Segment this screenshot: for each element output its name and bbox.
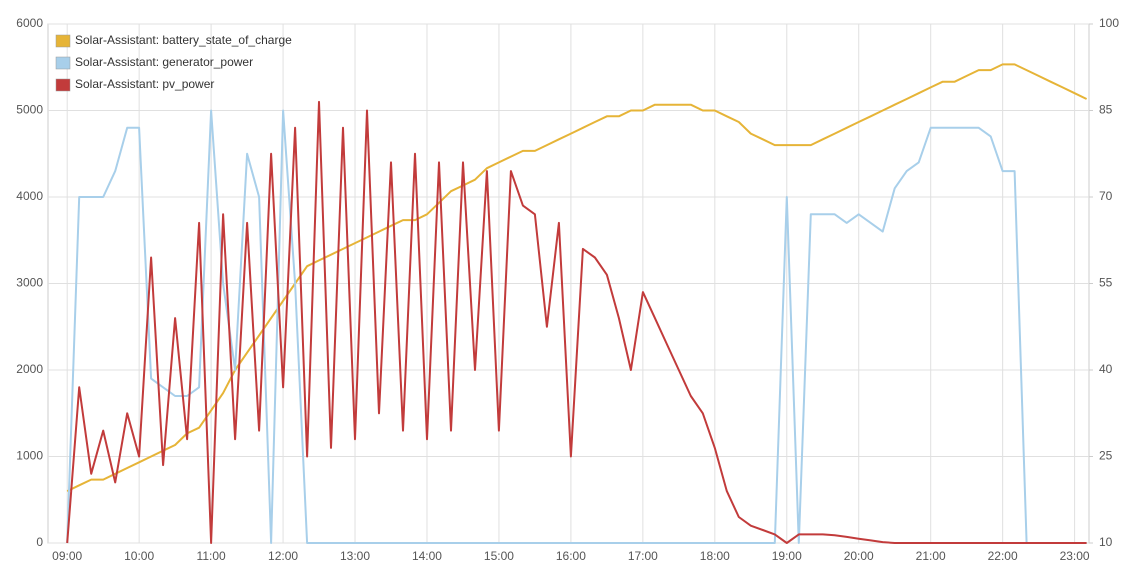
x-tick-label: 09:00 bbox=[52, 549, 82, 563]
legend-label: Solar-Assistant: battery_state_of_charge bbox=[75, 33, 292, 47]
legend: Solar-Assistant: battery_state_of_charge… bbox=[55, 33, 292, 92]
legend-swatch bbox=[55, 78, 71, 92]
x-tick-label: 14:00 bbox=[412, 549, 442, 563]
legend-label: Solar-Assistant: pv_power bbox=[75, 77, 214, 91]
x-tick-label: 22:00 bbox=[988, 549, 1018, 563]
x-tick-label: 15:00 bbox=[484, 549, 514, 563]
x-tick-label: 17:00 bbox=[628, 549, 658, 563]
series-line bbox=[66, 109, 1087, 544]
legend-label: Solar-Assistant: generator_power bbox=[75, 55, 253, 69]
x-tick-label: 12:00 bbox=[268, 549, 298, 563]
x-tick-label: 16:00 bbox=[556, 549, 586, 563]
x-tick-label: 21:00 bbox=[916, 549, 946, 563]
x-tick-label: 18:00 bbox=[700, 549, 730, 563]
y2-tick-label: 85 bbox=[1099, 103, 1113, 117]
x-tick-label: 10:00 bbox=[124, 549, 154, 563]
x-tick-label: 19:00 bbox=[772, 549, 802, 563]
y2-tick-label: 70 bbox=[1099, 189, 1113, 203]
y-tick-label: 5000 bbox=[16, 103, 43, 117]
y2-tick-label: 40 bbox=[1099, 362, 1113, 376]
y-tick-label: 2000 bbox=[16, 362, 43, 376]
legend-swatch bbox=[55, 34, 71, 48]
y-tick-label: 3000 bbox=[16, 276, 43, 290]
y-tick-label: 4000 bbox=[16, 189, 43, 203]
y-tick-label: 6000 bbox=[16, 16, 43, 30]
series-line bbox=[66, 100, 1087, 544]
y2-tick-label: 25 bbox=[1099, 449, 1113, 463]
y-tick-label: 1000 bbox=[16, 449, 43, 463]
y2-tick-label: 10 bbox=[1099, 535, 1113, 549]
y-tick-label: 0 bbox=[36, 535, 43, 549]
x-tick-label: 20:00 bbox=[844, 549, 874, 563]
x-tick-label: 11:00 bbox=[197, 549, 226, 563]
y2-tick-label: 55 bbox=[1099, 276, 1113, 290]
y2-tick-label: 100 bbox=[1099, 16, 1119, 30]
x-tick-label: 13:00 bbox=[340, 549, 370, 563]
x-tick-label: 23:00 bbox=[1060, 549, 1090, 563]
series-line bbox=[66, 63, 1088, 493]
legend-swatch bbox=[55, 56, 71, 70]
